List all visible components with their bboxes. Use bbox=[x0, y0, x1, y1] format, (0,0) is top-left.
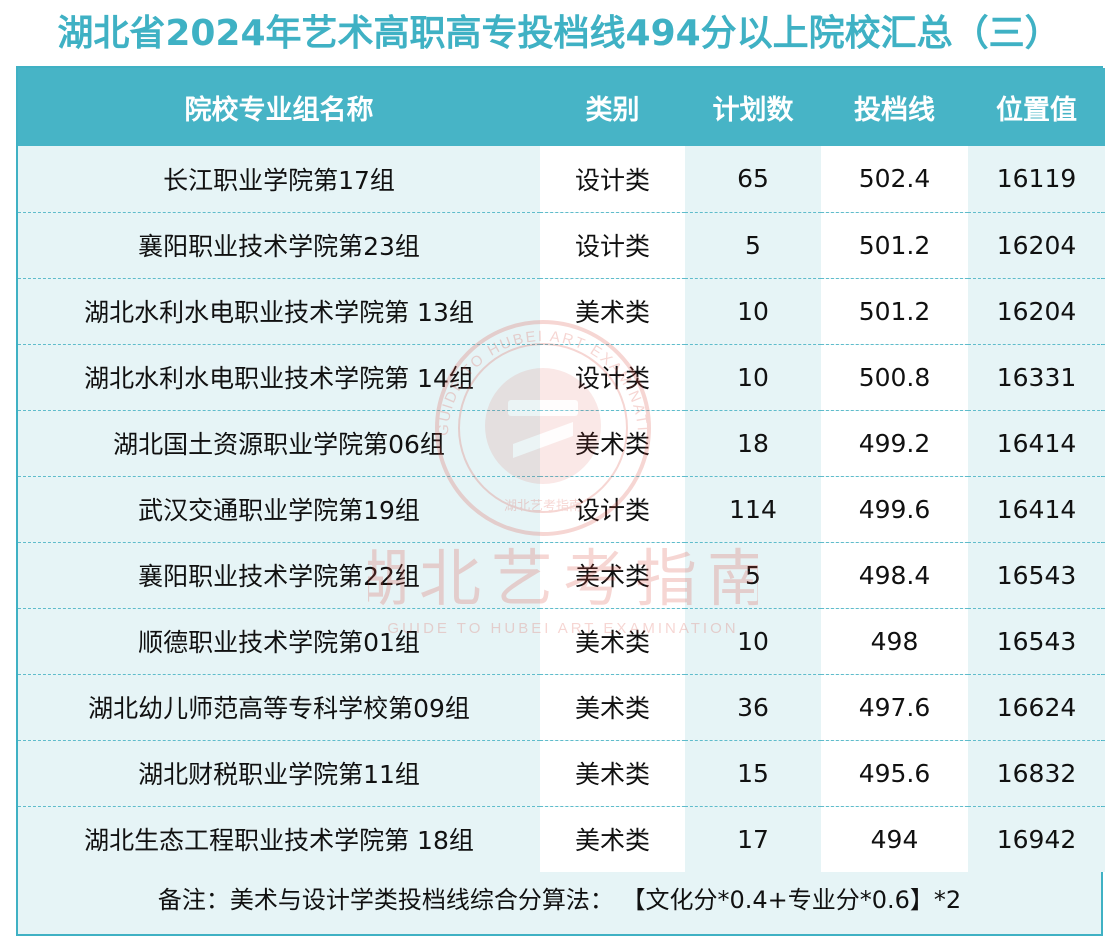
cell-plan-count: 114 bbox=[685, 475, 821, 542]
cell-cutoff-score: 499.6 bbox=[821, 475, 968, 542]
header-plan-count: 计划数 bbox=[712, 94, 794, 126]
cell-cutoff-score: 502.4 bbox=[821, 146, 968, 212]
table-row: 湖北幼儿师范高等专科学校第09组 美术类 36 497.6 16624 bbox=[18, 673, 1105, 740]
table-row: 襄阳职业技术学院第23组 设计类 5 501.2 16204 bbox=[18, 211, 1105, 278]
table-body: 长江职业学院第17组 设计类 65 502.4 16119 襄阳职业技术学院第23组 设计类… bbox=[18, 146, 1105, 872]
cell-school-group: 武汉交通职业学院第19组 bbox=[18, 475, 540, 542]
cell-rank-value: 16832 bbox=[968, 739, 1105, 806]
cell-category: 设计类 bbox=[540, 475, 685, 542]
cell-rank-value: 16543 bbox=[968, 541, 1105, 608]
cell-category: 设计类 bbox=[540, 146, 685, 212]
cell-category: 美术类 bbox=[540, 409, 685, 476]
cell-rank-value: 16624 bbox=[968, 673, 1105, 740]
cell-rank-value: 16204 bbox=[968, 211, 1105, 278]
table-row: 顺德职业技术学院第01组 美术类 10 498 16543 bbox=[18, 607, 1105, 674]
cell-rank-value: 16942 bbox=[968, 805, 1105, 872]
cell-school-group: 襄阳职业技术学院第23组 bbox=[18, 211, 540, 278]
cell-plan-count: 15 bbox=[685, 739, 821, 806]
table-row: 湖北生态工程职业技术学院第 18组 美术类 17 494 16942 bbox=[18, 805, 1105, 872]
cell-cutoff-score: 497.6 bbox=[821, 673, 968, 740]
cell-school-group: 湖北生态工程职业技术学院第 18组 bbox=[18, 805, 540, 872]
cell-school-group: 长江职业学院第17组 bbox=[18, 146, 540, 212]
cell-plan-count: 5 bbox=[685, 211, 821, 278]
table-row: 武汉交通职业学院第19组 设计类 114 499.6 16414 bbox=[18, 475, 1105, 542]
cell-cutoff-score: 499.2 bbox=[821, 409, 968, 476]
page-title: 湖北省2024年艺术高职高专投档线494分以上院校汇总（三） bbox=[57, 13, 1061, 54]
cell-category: 设计类 bbox=[540, 343, 685, 410]
cell-category: 美术类 bbox=[540, 673, 685, 740]
table-row: 湖北财税职业学院第11组 美术类 15 495.6 16832 bbox=[18, 739, 1105, 806]
cell-category: 美术类 bbox=[540, 607, 685, 674]
table-row: 襄阳职业技术学院第22组 美术类 5 498.4 16543 bbox=[18, 541, 1105, 608]
cell-plan-count: 5 bbox=[685, 541, 821, 608]
cell-plan-count: 10 bbox=[685, 607, 821, 674]
cell-school-group: 襄阳职业技术学院第22组 bbox=[18, 541, 540, 608]
cell-school-group: 湖北财税职业学院第11组 bbox=[18, 739, 540, 806]
cell-cutoff-score: 494 bbox=[821, 805, 968, 872]
header-rank-value: 位置值 bbox=[996, 94, 1077, 126]
cell-school-group: 湖北水利水电职业技术学院第 13组 bbox=[18, 277, 540, 344]
table-row: 湖北水利水电职业技术学院第 13组 美术类 10 501.2 16204 bbox=[18, 277, 1105, 344]
cell-cutoff-score: 495.6 bbox=[821, 739, 968, 806]
cell-plan-count: 18 bbox=[685, 409, 821, 476]
admission-table: 院校专业组名称 类别 计划数 投档线 位置值 长江职业学院第17组 设计类 65 50… bbox=[18, 68, 1105, 872]
header-category: 类别 bbox=[585, 94, 640, 126]
cell-category: 美术类 bbox=[540, 277, 685, 344]
cell-plan-count: 10 bbox=[685, 277, 821, 344]
header-school-group: 院校专业组名称 bbox=[184, 94, 374, 126]
cell-school-group: 湖北水利水电职业技术学院第 14组 bbox=[18, 343, 540, 410]
table-header: 院校专业组名称 类别 计划数 投档线 位置值 bbox=[18, 68, 1105, 146]
cell-category: 设计类 bbox=[540, 211, 685, 278]
cell-rank-value: 16119 bbox=[968, 146, 1105, 212]
cell-category: 美术类 bbox=[540, 541, 685, 608]
table-row: 长江职业学院第17组 设计类 65 502.4 16119 bbox=[18, 146, 1105, 212]
cell-cutoff-score: 501.2 bbox=[821, 277, 968, 344]
cell-plan-count: 36 bbox=[685, 673, 821, 740]
footnote: 备注：美术与设计学类投档线综合分算法： 【文化分*0.4+专业分*0.6】*2 bbox=[18, 864, 1101, 934]
cell-plan-count: 10 bbox=[685, 343, 821, 410]
cell-cutoff-score: 498.4 bbox=[821, 541, 968, 608]
cell-rank-value: 16204 bbox=[968, 277, 1105, 344]
cell-cutoff-score: 501.2 bbox=[821, 211, 968, 278]
cell-rank-value: 16414 bbox=[968, 409, 1105, 476]
cell-plan-count: 17 bbox=[685, 805, 821, 872]
cell-category: 美术类 bbox=[540, 805, 685, 872]
cell-rank-value: 16414 bbox=[968, 475, 1105, 542]
cell-school-group: 顺德职业技术学院第01组 bbox=[18, 607, 540, 674]
header-cutoff-score: 投档线 bbox=[854, 94, 935, 126]
table-row: 湖北国土资源职业学院第06组 美术类 18 499.2 16414 bbox=[18, 409, 1105, 476]
cell-school-group: 湖北国土资源职业学院第06组 bbox=[18, 409, 540, 476]
cell-cutoff-score: 500.8 bbox=[821, 343, 968, 410]
cell-plan-count: 65 bbox=[685, 146, 821, 212]
cell-cutoff-score: 498 bbox=[821, 607, 968, 674]
admission-table-container: 院校专业组名称 类别 计划数 投档线 位置值 长江职业学院第17组 设计类 65 50… bbox=[16, 66, 1105, 936]
cell-rank-value: 16331 bbox=[968, 343, 1105, 410]
cell-category: 美术类 bbox=[540, 739, 685, 806]
table-row: 湖北水利水电职业技术学院第 14组 设计类 10 500.8 16331 bbox=[18, 343, 1105, 410]
cell-school-group: 湖北幼儿师范高等专科学校第09组 bbox=[18, 673, 540, 740]
cell-rank-value: 16543 bbox=[968, 607, 1105, 674]
